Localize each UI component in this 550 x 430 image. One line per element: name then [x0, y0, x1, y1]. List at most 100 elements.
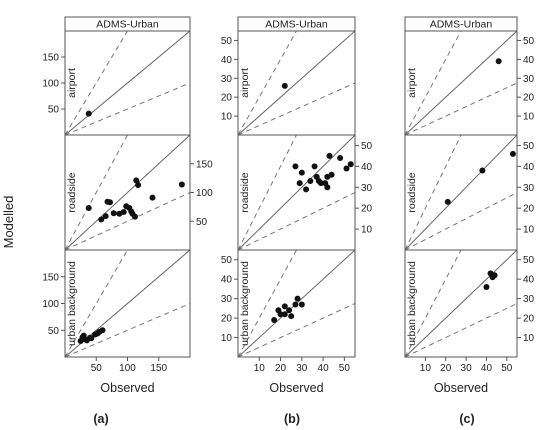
y-tick-label: 40: [523, 275, 535, 286]
data-point: [317, 180, 324, 187]
data-point: [347, 161, 354, 168]
strip-label: ADMS-Urban: [430, 19, 493, 31]
data-point: [107, 199, 113, 206]
factor-two-lower-line: [238, 302, 355, 357]
factor-two-upper-line: [238, 135, 298, 250]
y-tick-label: 10: [523, 225, 535, 236]
x-tick-label: 30: [461, 363, 473, 374]
data-point: [281, 311, 288, 318]
x-tick-label: 30: [296, 363, 308, 374]
reference-lines: [405, 135, 517, 250]
strip-label: ADMS-Urban: [96, 19, 159, 31]
data-point: [495, 58, 502, 65]
x-axis-label: Observed: [434, 381, 488, 395]
data-point: [88, 335, 95, 342]
y-tick-label: 40: [221, 275, 233, 286]
reference-lines: [405, 250, 517, 357]
x-axis-label: Observed: [269, 381, 323, 395]
factor-two-lower-line: [65, 302, 190, 357]
factor-two-upper-line: [65, 250, 129, 357]
one-to-one-line: [238, 135, 355, 250]
y-tick-label: 20: [221, 314, 233, 325]
data-point: [298, 301, 305, 308]
x-tick-label: 50: [91, 363, 103, 374]
data-point: [277, 311, 284, 318]
reference-lines: [238, 135, 355, 250]
data-point: [343, 165, 350, 172]
data-point: [509, 150, 516, 157]
reference-lines: [65, 135, 190, 250]
reference-lines: [405, 31, 517, 135]
panel-3: urban background 50 100 150: [42, 249, 191, 358]
data-point: [132, 213, 138, 220]
x-tick-label: 50: [501, 363, 513, 374]
row-label: urban background: [239, 261, 251, 346]
data-point: [303, 186, 310, 193]
panel-frame: [404, 249, 518, 358]
data-point: [328, 171, 335, 178]
data-point: [294, 295, 301, 302]
data-point: [271, 317, 278, 324]
data-point: [281, 303, 288, 310]
data-point: [288, 313, 295, 320]
y-tick-label: 10: [523, 333, 535, 344]
y-tick-label: 30: [361, 183, 373, 194]
one-to-one-line: [405, 135, 517, 250]
y-tick-label: 50: [48, 326, 60, 337]
data-point: [286, 307, 293, 314]
factor-two-lower-line: [238, 82, 355, 135]
x-tick-label: 20: [275, 363, 287, 374]
data-point: [444, 198, 451, 205]
data-point: [281, 82, 288, 89]
y-tick-label: 10: [361, 225, 373, 236]
row-label: roadside: [406, 172, 418, 212]
x-tick-label: 150: [150, 363, 167, 374]
y-tick-label: 20: [221, 93, 233, 104]
y-tick-label: 50: [523, 36, 535, 47]
data-point: [85, 205, 92, 212]
factor-two-lower-line: [65, 82, 190, 135]
data-point: [99, 327, 106, 334]
y-tick-label: 20: [361, 204, 373, 215]
y-tick-label: 50: [523, 255, 535, 266]
panel-label: (b): [284, 412, 300, 426]
y-tick-label: 100: [196, 188, 213, 199]
data-point: [326, 152, 333, 159]
y-tick-label: 30: [221, 74, 233, 85]
panel-col-3: ADMS-Urban airport 10 20 30 40 50 roadside 10 20 3…: [404, 16, 535, 426]
one-to-one-line: [65, 31, 190, 135]
y-tick-label: 150: [196, 159, 213, 170]
panel-1: airport 10 20 30 40 50: [404, 30, 535, 136]
y-tick-label: 50: [196, 217, 208, 228]
data-point: [337, 155, 344, 161]
one-to-one-line: [65, 135, 190, 250]
one-to-one-line: [65, 250, 190, 357]
panel-label: (c): [459, 412, 474, 426]
y-tick-label: 30: [523, 74, 535, 85]
y-tick-label: 100: [42, 79, 59, 90]
row-label: urban background: [406, 261, 418, 346]
row-label: roadside: [239, 172, 251, 212]
x-tick-label: 10: [420, 363, 432, 374]
data-point: [85, 110, 92, 117]
y-tick-label: 50: [48, 105, 60, 116]
data-point: [479, 167, 486, 174]
x-tick-label: 10: [254, 363, 266, 374]
y-tick-label: 50: [523, 141, 535, 152]
one-to-one-line: [238, 31, 355, 135]
reference-lines: [65, 250, 190, 357]
data-point: [135, 182, 142, 189]
y-tick-label: 40: [361, 162, 373, 173]
panel-col-1: ADMS-Urban airport 50 100 150 roadside 50 100 15…: [42, 16, 213, 426]
data-point: [298, 169, 305, 176]
strip-label: ADMS-Urban: [265, 19, 328, 31]
row-label: airport: [66, 68, 78, 98]
data-point: [178, 181, 185, 188]
reference-lines: [238, 31, 355, 135]
one-to-one-line: [405, 31, 517, 135]
y-tick-label: 30: [523, 294, 535, 305]
row-label: airport: [239, 68, 251, 98]
y-tick-label: 30: [523, 183, 535, 194]
panel-3: urban background 10 20 30 40 50: [404, 249, 535, 358]
